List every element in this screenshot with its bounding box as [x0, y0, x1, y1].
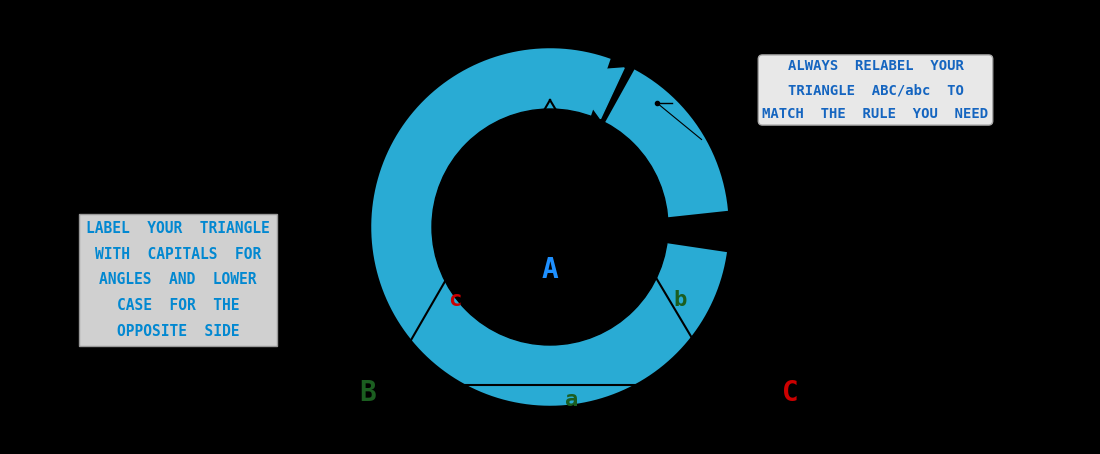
Text: C: C — [782, 379, 799, 407]
Text: ALWAYS  RELABEL  YOUR
TRIANGLE  ABC/abc  TO
MATCH  THE  RULE  YOU  NEED: ALWAYS RELABEL YOUR TRIANGLE ABC/abc TO … — [762, 59, 989, 121]
Text: A: A — [541, 256, 559, 284]
Text: a: a — [565, 390, 579, 410]
Polygon shape — [456, 328, 514, 379]
Text: b: b — [673, 290, 686, 310]
Text: c: c — [449, 290, 462, 310]
Polygon shape — [566, 68, 624, 118]
Text: LABEL  YOUR  TRIANGLE
WITH  CAPITALS  FOR
ANGLES  AND  LOWER
CASE  FOR  THE
OPPO: LABEL YOUR TRIANGLE WITH CAPITALS FOR AN… — [86, 221, 270, 339]
Circle shape — [432, 109, 668, 345]
Text: B: B — [360, 379, 376, 407]
